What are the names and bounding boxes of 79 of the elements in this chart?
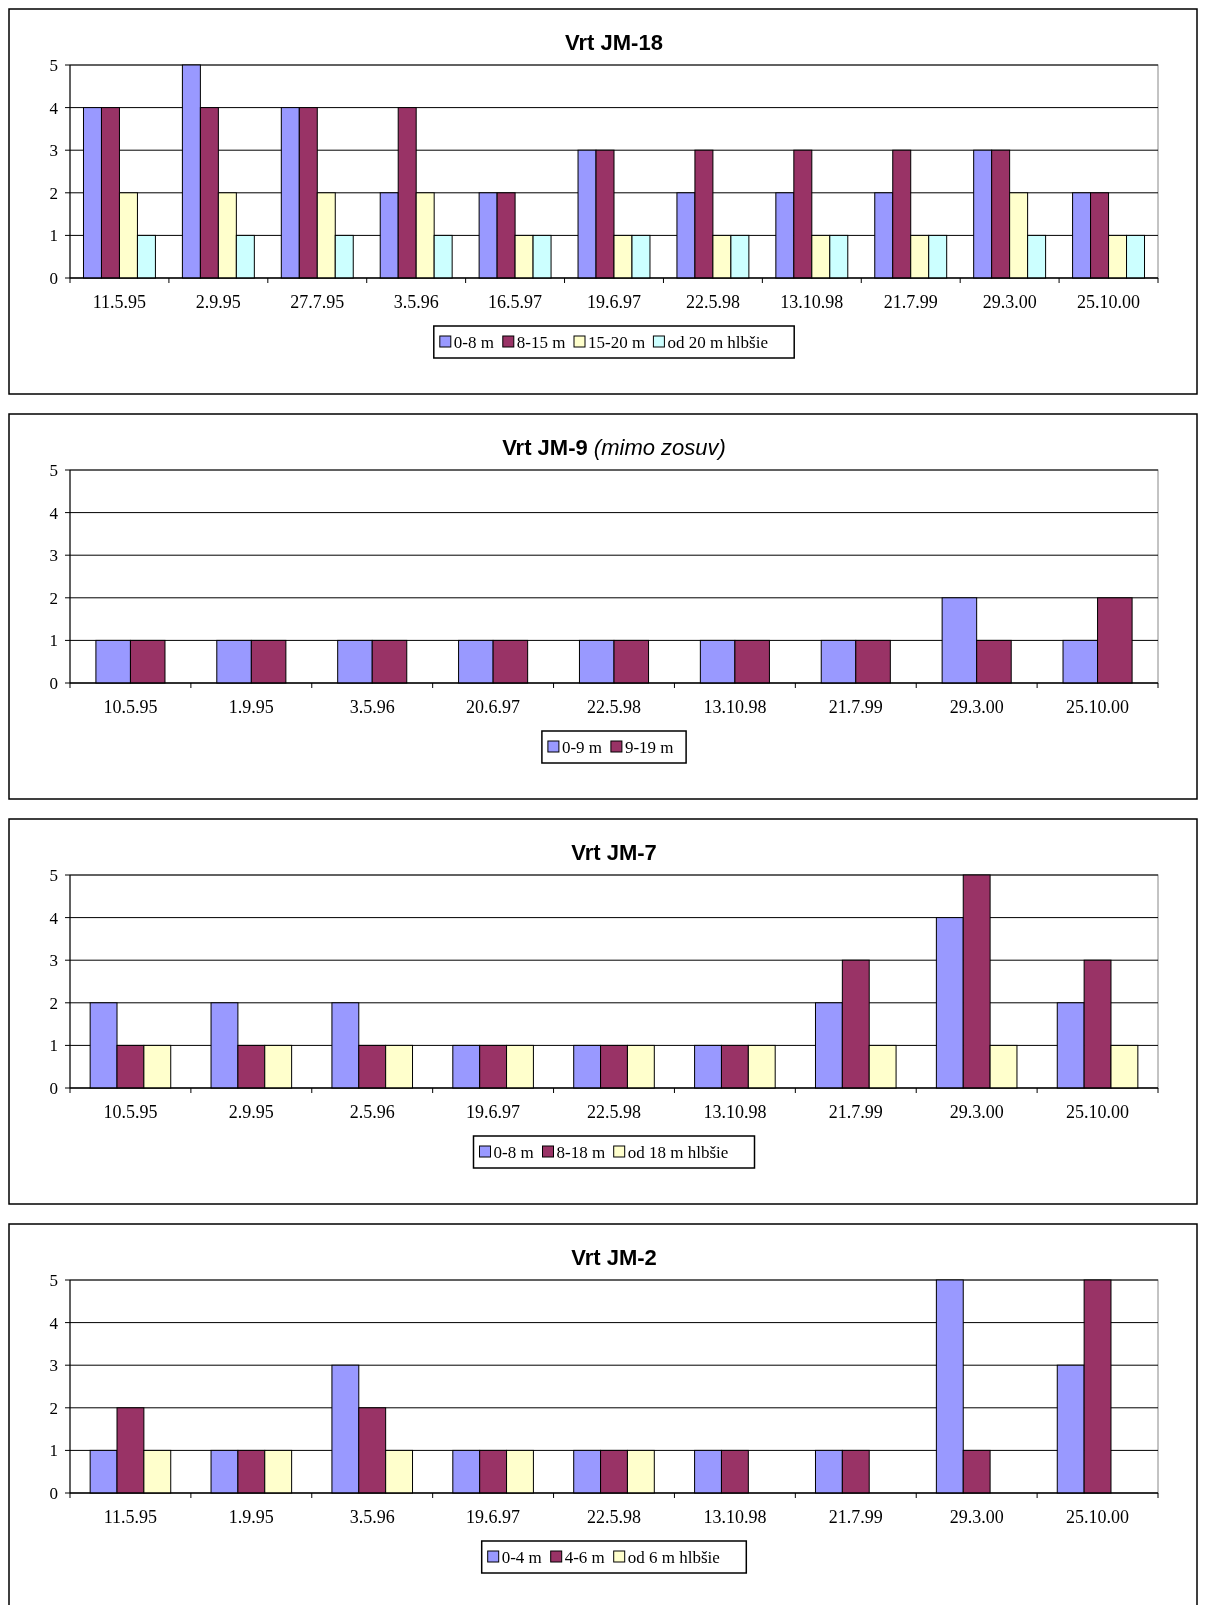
chart-title: Vrt JM-18 bbox=[565, 30, 663, 55]
y-tick-label: 0 bbox=[49, 268, 58, 288]
y-tick-label: 5 bbox=[49, 1270, 58, 1290]
y-tick-label: 4 bbox=[49, 503, 59, 523]
legend-label: od 6 m hlbšie bbox=[627, 1547, 720, 1567]
x-tick-label: 13.10.98 bbox=[703, 1102, 767, 1122]
y-tick-label: 3 bbox=[49, 1356, 58, 1376]
y-tick-label: 3 bbox=[49, 951, 58, 971]
x-tick-label: 19.6.97 bbox=[587, 292, 641, 312]
y-tick-label: 1 bbox=[49, 1036, 58, 1056]
x-tick-label: 29.3.00 bbox=[982, 292, 1037, 312]
x-tick-label: 11.5.95 bbox=[103, 1507, 158, 1527]
x-tick-label: 1.9.95 bbox=[228, 697, 274, 717]
y-tick-label: 3 bbox=[49, 546, 58, 566]
x-tick-label: 25.10.00 bbox=[1066, 1507, 1130, 1527]
x-tick-label: 11.5.95 bbox=[92, 292, 147, 312]
y-tick-label: 0 bbox=[49, 1078, 58, 1098]
x-tick-label: 29.3.00 bbox=[949, 1102, 1004, 1122]
legend-label: 4-6 m bbox=[564, 1547, 605, 1567]
legend-label: 8-18 m bbox=[556, 1142, 606, 1162]
x-tick-label: 2.9.95 bbox=[228, 1102, 274, 1122]
legend-label: 0-8 m bbox=[453, 332, 494, 352]
y-tick-label: 5 bbox=[49, 55, 58, 75]
legend-label: 0-8 m bbox=[493, 1142, 534, 1162]
y-tick-label: 4 bbox=[49, 98, 59, 118]
y-tick-label: 5 bbox=[49, 460, 58, 480]
chart-title: Vrt JM-2 bbox=[571, 1245, 657, 1270]
chart-title: Vrt JM-9 bbox=[502, 435, 588, 460]
legend-label: 0-9 m bbox=[561, 737, 603, 757]
x-tick-label: 22.5.98 bbox=[587, 1507, 641, 1527]
x-tick-label: 2.5.96 bbox=[349, 1102, 395, 1122]
y-tick-label: 1 bbox=[49, 1441, 58, 1461]
chart-subtitle: (mimo zosuv) bbox=[587, 435, 726, 460]
x-tick-label: 22.5.98 bbox=[587, 1102, 641, 1122]
x-tick-label: 20.6.97 bbox=[466, 697, 521, 717]
x-tick-label: 10.5.95 bbox=[103, 697, 158, 717]
legend-label: 9-19 m bbox=[624, 737, 674, 757]
x-tick-label: 13.10.98 bbox=[780, 292, 844, 312]
x-tick-label: 22.5.98 bbox=[587, 697, 641, 717]
x-tick-label: 19.6.97 bbox=[466, 1507, 521, 1527]
legend-label: 0-4 m bbox=[501, 1547, 542, 1567]
x-tick-label: 2.9.95 bbox=[195, 292, 241, 312]
y-tick-label: 0 bbox=[49, 1483, 58, 1503]
x-tick-label: 21.7.99 bbox=[828, 1507, 883, 1527]
y-tick-label: 0 bbox=[49, 673, 58, 693]
x-tick-label: 16.5.97 bbox=[488, 292, 543, 312]
legend-label: 15-20 m bbox=[588, 332, 646, 352]
y-tick-label: 4 bbox=[49, 1313, 59, 1333]
legend-label: od 20 m hlbšie bbox=[667, 332, 768, 352]
x-tick-label: 3.5.96 bbox=[349, 697, 395, 717]
y-tick-label: 1 bbox=[49, 631, 58, 651]
x-tick-label: 25.10.00 bbox=[1066, 1102, 1130, 1122]
x-tick-label: 13.10.98 bbox=[703, 1507, 767, 1527]
x-tick-label: 21.7.99 bbox=[883, 292, 938, 312]
x-tick-label: 1.9.95 bbox=[228, 1507, 274, 1527]
x-tick-label: 3.5.96 bbox=[393, 292, 439, 312]
y-tick-label: 2 bbox=[49, 588, 58, 608]
y-tick-label: 2 bbox=[49, 993, 58, 1013]
y-tick-label: 1 bbox=[49, 226, 58, 246]
x-tick-label: 25.10.00 bbox=[1077, 292, 1141, 312]
legend-label: 8-15 m bbox=[516, 332, 566, 352]
x-tick-label: 21.7.99 bbox=[828, 1102, 883, 1122]
x-tick-label: 27.7.95 bbox=[290, 292, 345, 312]
chart-title: Vrt JM-7 bbox=[571, 840, 657, 865]
x-tick-label: 10.5.95 bbox=[103, 1102, 158, 1122]
x-tick-label: 22.5.98 bbox=[685, 292, 740, 312]
x-tick-label: 13.10.98 bbox=[703, 697, 767, 717]
x-tick-label: 21.7.99 bbox=[828, 697, 883, 717]
y-tick-label: 5 bbox=[49, 865, 58, 885]
x-tick-label: 3.5.96 bbox=[349, 1507, 395, 1527]
x-tick-label: 29.3.00 bbox=[949, 697, 1004, 717]
legend-label: od 18 m hlbšie bbox=[627, 1142, 729, 1162]
x-tick-label: 25.10.00 bbox=[1066, 697, 1130, 717]
x-tick-label: 29.3.00 bbox=[949, 1507, 1004, 1527]
y-tick-label: 4 bbox=[49, 908, 59, 928]
y-tick-label: 3 bbox=[49, 141, 58, 161]
x-tick-label: 19.6.97 bbox=[466, 1102, 521, 1122]
y-tick-label: 2 bbox=[49, 183, 58, 203]
y-tick-label: 2 bbox=[49, 1398, 58, 1418]
